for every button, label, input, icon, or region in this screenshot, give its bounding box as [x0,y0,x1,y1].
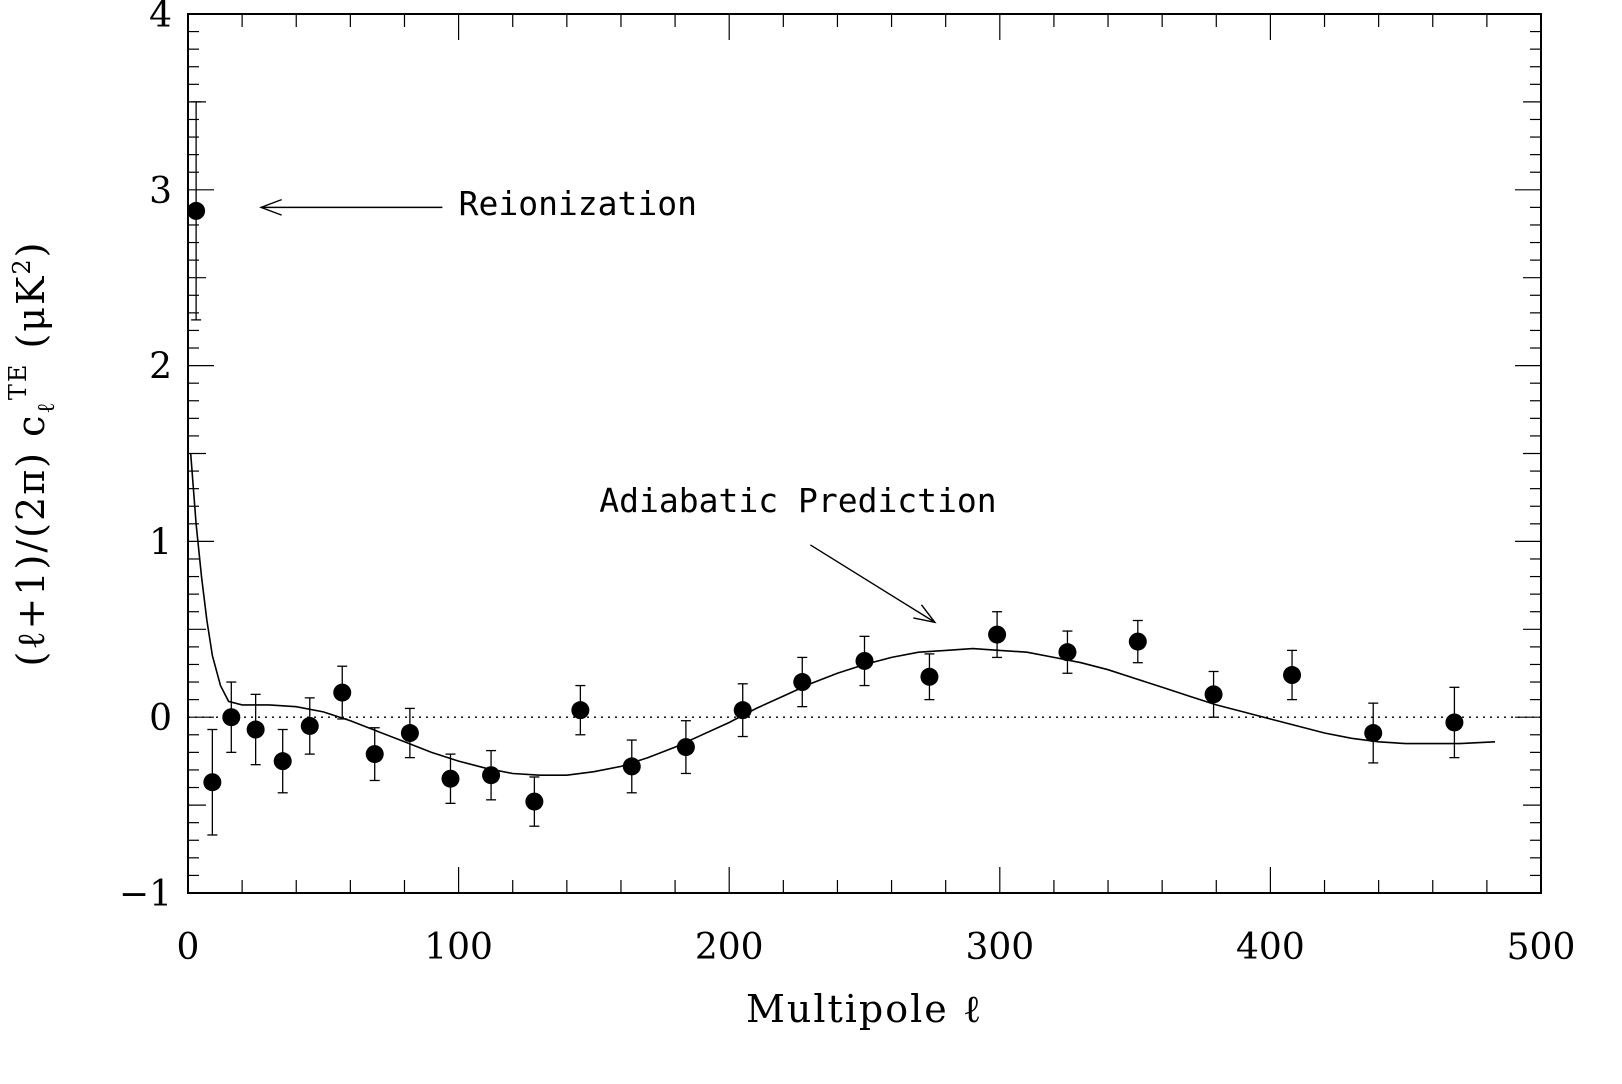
data-point [920,667,939,686]
data-point [676,738,695,757]
data-point-group [1128,619,1147,664]
data-points [187,101,1464,836]
data-point-group [203,728,222,836]
plot-frame [187,13,1542,894]
annotation-adiabatic-prediction: Adiabatic Prediction [599,481,996,520]
data-point [1283,666,1302,685]
data-point-group [571,684,590,736]
data-point [793,673,812,692]
x-tick-label: 200 [695,927,764,968]
y-tick-label: 4 [149,0,172,36]
data-point-group [1445,686,1464,759]
data-point [1445,713,1464,732]
data-point-group [676,720,695,775]
data-point-group [525,776,544,827]
x-tick-label: 100 [424,927,493,968]
data-point-group [622,739,641,794]
data-point [571,701,590,720]
data-point [222,708,241,727]
data-point-group [482,749,501,801]
data-point [273,752,292,771]
data-point-group [400,707,419,759]
annotation-arrowhead [913,604,937,624]
data-point [300,716,319,735]
data-point [1128,632,1147,651]
data-point [1364,724,1383,743]
adiabatic-prediction-curve [189,453,1496,776]
data-point [203,773,222,792]
data-point [400,724,419,743]
y-axis-label: (ℓ+1)/(2π) cℓTE (μK2) [4,241,60,667]
annotation-arrowhead [259,198,282,216]
data-point-group [1364,702,1383,764]
data-point [246,720,265,739]
data-point [482,766,501,785]
data-point-group [333,665,352,720]
data-point-group [187,101,206,321]
annotation-reionization: Reionization [459,184,697,223]
data-point-group [1058,630,1077,674]
data-point-group [920,653,939,701]
data-point-group [222,681,241,754]
x-tick-label: 0 [177,927,200,968]
data-point-group [365,727,384,782]
data-point-group [246,693,265,766]
y-tick-label: 0 [149,698,172,739]
y-tick-label: 3 [149,171,172,212]
data-point [988,625,1007,644]
y-tick-label: 2 [149,347,172,388]
x-tick-label: 300 [965,927,1034,968]
data-point [365,745,384,764]
data-point [187,201,206,220]
data-point-group [273,728,292,794]
data-point [855,651,874,670]
data-point-group [733,683,752,738]
data-point [441,769,460,788]
x-axis-label: Multipole ℓ [746,987,983,1031]
data-point-group [1283,649,1302,701]
x-tick-label: 400 [1236,927,1305,968]
y-tick-label: −1 [119,874,172,915]
data-point-group [1204,670,1223,718]
data-point-group [793,656,812,708]
data-point [1058,643,1077,662]
axis-ticks [187,13,1542,894]
annotations: Reionization Adiabatic Prediction [259,184,997,624]
data-point [733,701,752,720]
data-point-group [441,753,460,804]
data-point-group [855,635,874,687]
x-tick-label: 500 [1507,927,1576,968]
data-point [622,757,641,776]
data-point-group [300,697,319,755]
data-point [1204,685,1223,704]
y-tick-label: 1 [149,522,172,563]
data-point-group [988,611,1007,659]
data-point [333,683,352,702]
annotation-arrow-shaft [810,544,936,623]
data-point [525,792,544,811]
